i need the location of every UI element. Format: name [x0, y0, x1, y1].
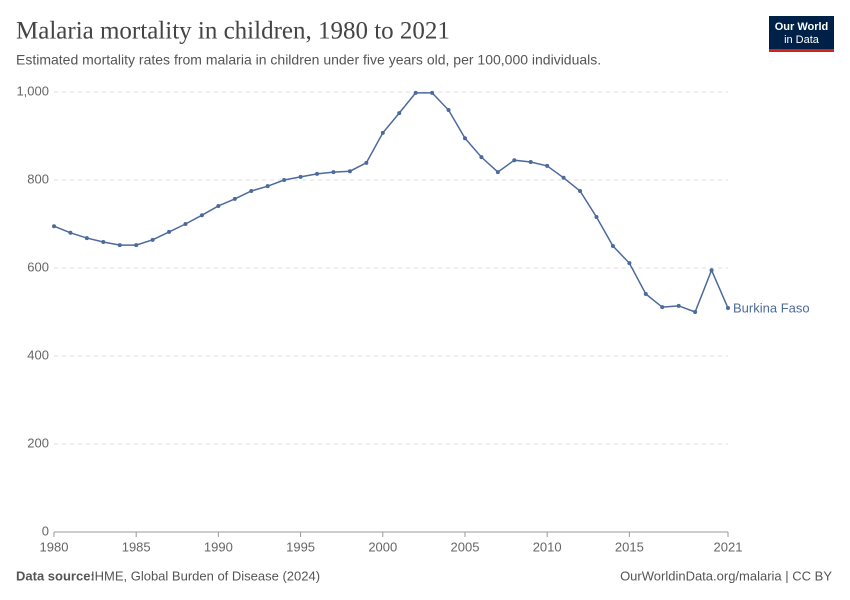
logo-bar — [769, 49, 834, 52]
point — [364, 160, 369, 165]
source-label: Data source: — [16, 568, 95, 583]
point — [512, 158, 517, 163]
x-tick-label: 1990 — [204, 539, 233, 554]
y-tick-label: 400 — [27, 347, 49, 362]
point — [430, 90, 435, 95]
point — [528, 159, 533, 164]
point — [397, 111, 402, 116]
point — [643, 291, 648, 296]
x-tick-label: 2010 — [533, 539, 562, 554]
point — [446, 108, 451, 113]
x-tick-label: 2005 — [451, 539, 480, 554]
point — [249, 189, 254, 193]
point — [709, 268, 714, 273]
point — [134, 243, 139, 248]
point — [183, 222, 188, 226]
point — [495, 170, 500, 175]
point — [380, 130, 385, 135]
point — [150, 237, 155, 242]
point — [117, 243, 122, 248]
point — [479, 155, 484, 160]
point — [610, 244, 615, 248]
x-tick-label: 1985 — [122, 539, 151, 554]
point — [298, 174, 303, 179]
point — [199, 213, 204, 218]
point — [315, 171, 320, 176]
point — [578, 189, 583, 193]
point — [660, 305, 665, 310]
point — [627, 261, 632, 266]
point — [594, 214, 599, 219]
license[interactable]: OurWorldinData.org/malaria | CC BY — [620, 568, 832, 583]
point — [545, 163, 550, 168]
point — [693, 310, 698, 314]
chart-title: Malaria mortality in children, 1980 to 2… — [16, 18, 450, 45]
y-tick-label: 600 — [27, 259, 49, 274]
point — [265, 184, 270, 189]
logo-text: Our World — [775, 21, 829, 33]
point — [347, 169, 352, 174]
line — [53, 92, 729, 313]
point — [52, 224, 56, 229]
source-text: IHME, Global Burden of Disease (2024) — [91, 568, 320, 583]
point — [68, 230, 73, 235]
x-tick-label: 2021 — [714, 539, 743, 554]
point — [462, 136, 467, 141]
y-tick-label: 800 — [27, 171, 49, 186]
point — [232, 196, 237, 201]
point — [216, 203, 221, 208]
x-tick-label: 1995 — [286, 539, 315, 554]
logo-box[interactable] — [769, 16, 834, 52]
point — [726, 306, 730, 311]
point — [331, 170, 336, 175]
x-tick-label: 2015 — [615, 539, 644, 554]
y-tick-label: 200 — [27, 435, 49, 450]
point — [561, 175, 566, 180]
chart-subtitle: Estimated mortality rates from malaria i… — [16, 52, 601, 68]
point — [282, 178, 287, 182]
series-label: Burkina Faso — [733, 300, 810, 315]
point — [101, 240, 106, 245]
y-tick-label: 1,000 — [16, 83, 49, 98]
point — [676, 303, 681, 308]
point — [84, 236, 89, 241]
point — [167, 229, 172, 234]
logo-text: in Data — [784, 34, 820, 46]
x-tick-label: 1980 — [40, 539, 69, 554]
y-tick-label: 0 — [42, 523, 49, 538]
point — [413, 90, 418, 95]
x-tick-label: 2000 — [368, 539, 397, 554]
